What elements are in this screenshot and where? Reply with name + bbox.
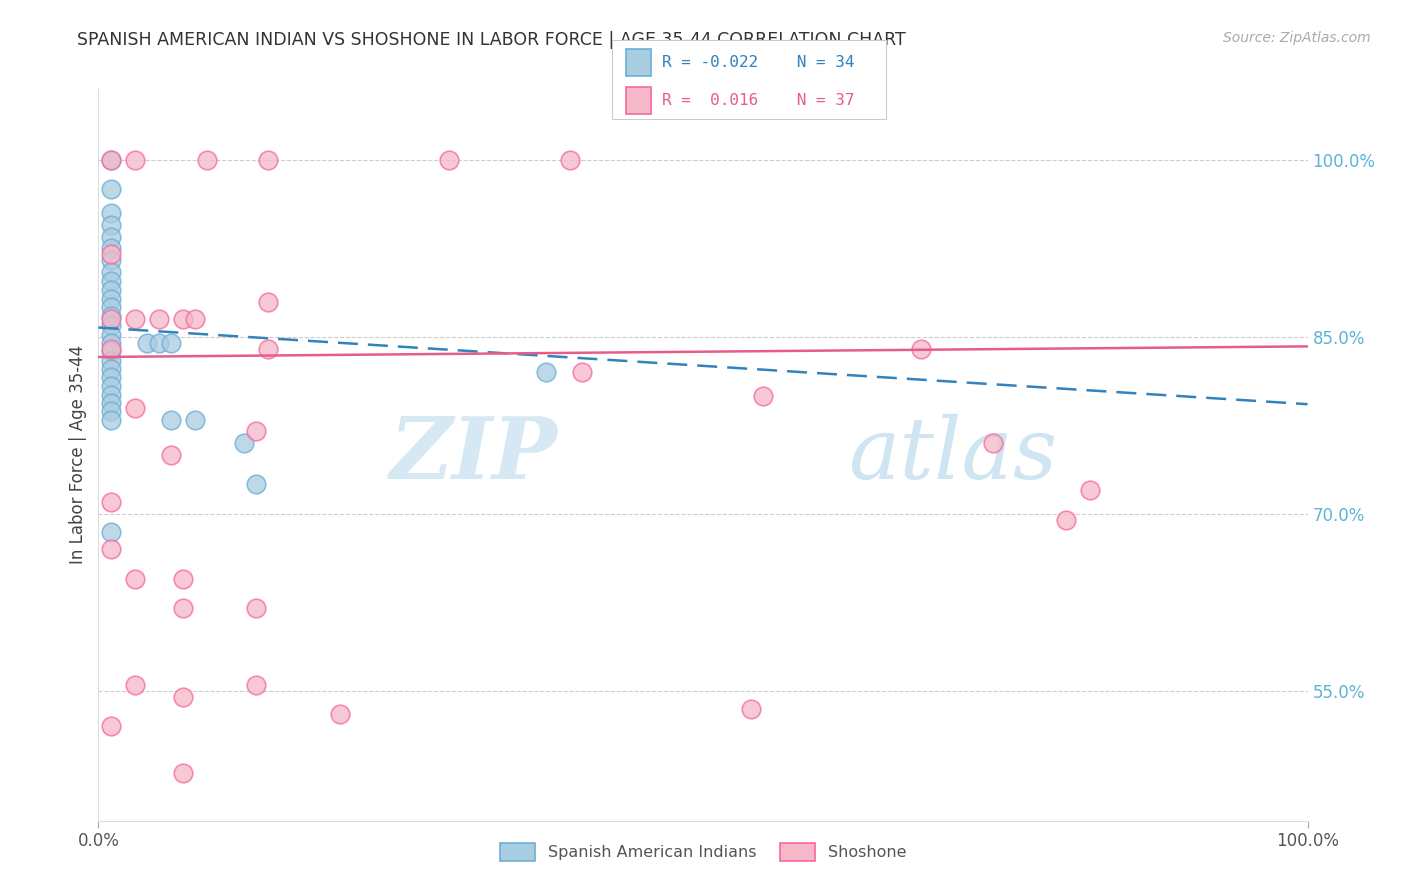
- Point: [100, 292, 122, 306]
- Point: [100, 218, 122, 232]
- Point: [329, 707, 352, 722]
- Text: Source: ZipAtlas.com: Source: ZipAtlas.com: [1223, 31, 1371, 45]
- Point: [100, 353, 122, 368]
- Point: [100, 396, 122, 410]
- Point: [184, 412, 207, 426]
- Point: [124, 153, 146, 167]
- Point: [100, 379, 122, 393]
- Point: [437, 153, 460, 167]
- Point: [135, 335, 157, 350]
- Point: [100, 153, 122, 167]
- Point: [100, 265, 122, 279]
- Legend: Spanish American Indians, Shoshone: Spanish American Indians, Shoshone: [494, 837, 912, 868]
- Point: [100, 342, 122, 356]
- Point: [100, 283, 122, 297]
- Point: [148, 312, 170, 326]
- Point: [100, 275, 122, 289]
- Point: [100, 524, 122, 539]
- Point: [124, 312, 146, 326]
- Point: [160, 412, 183, 426]
- Text: atlas: atlas: [848, 414, 1057, 496]
- Point: [232, 436, 254, 450]
- Point: [172, 601, 194, 615]
- Point: [100, 370, 122, 384]
- Point: [100, 312, 122, 326]
- Point: [100, 412, 122, 426]
- Point: [1078, 483, 1101, 498]
- Point: [100, 153, 122, 167]
- Text: R =  0.016    N = 37: R = 0.016 N = 37: [662, 94, 855, 108]
- Point: [172, 690, 194, 704]
- Point: [1054, 513, 1077, 527]
- Point: [160, 335, 183, 350]
- Point: [100, 404, 122, 418]
- Point: [256, 294, 278, 309]
- Point: [256, 342, 278, 356]
- Point: [256, 153, 278, 167]
- Point: [245, 601, 267, 615]
- Point: [100, 206, 122, 220]
- Point: [910, 342, 932, 356]
- Point: [100, 388, 122, 402]
- Point: [172, 312, 194, 326]
- Point: [195, 153, 218, 167]
- Text: SPANISH AMERICAN INDIAN VS SHOSHONE IN LABOR FORCE | AGE 35-44 CORRELATION CHART: SPANISH AMERICAN INDIAN VS SHOSHONE IN L…: [77, 31, 905, 49]
- Point: [981, 436, 1004, 450]
- Point: [124, 678, 146, 692]
- Point: [172, 766, 194, 780]
- Point: [100, 335, 122, 350]
- Point: [752, 389, 775, 403]
- Point: [245, 678, 267, 692]
- Point: [100, 344, 122, 359]
- Point: [100, 309, 122, 323]
- Point: [245, 425, 267, 439]
- Point: [100, 318, 122, 333]
- Point: [100, 247, 122, 261]
- Point: [740, 701, 762, 715]
- Point: [148, 335, 170, 350]
- Y-axis label: In Labor Force | Age 35-44: In Labor Force | Age 35-44: [69, 345, 87, 565]
- Point: [100, 229, 122, 244]
- Point: [100, 361, 122, 376]
- Text: R = -0.022    N = 34: R = -0.022 N = 34: [662, 55, 855, 70]
- Point: [160, 448, 183, 462]
- Point: [100, 253, 122, 268]
- Point: [172, 572, 194, 586]
- Point: [100, 301, 122, 315]
- Point: [100, 182, 122, 196]
- Point: [558, 153, 581, 167]
- Point: [184, 312, 207, 326]
- Point: [100, 327, 122, 342]
- Text: ZIP: ZIP: [389, 413, 558, 497]
- Point: [124, 401, 146, 415]
- Point: [245, 477, 267, 491]
- Point: [534, 365, 557, 379]
- Point: [100, 495, 122, 509]
- Point: [571, 365, 593, 379]
- Point: [124, 572, 146, 586]
- Point: [100, 242, 122, 256]
- Point: [100, 542, 122, 557]
- Point: [100, 719, 122, 733]
